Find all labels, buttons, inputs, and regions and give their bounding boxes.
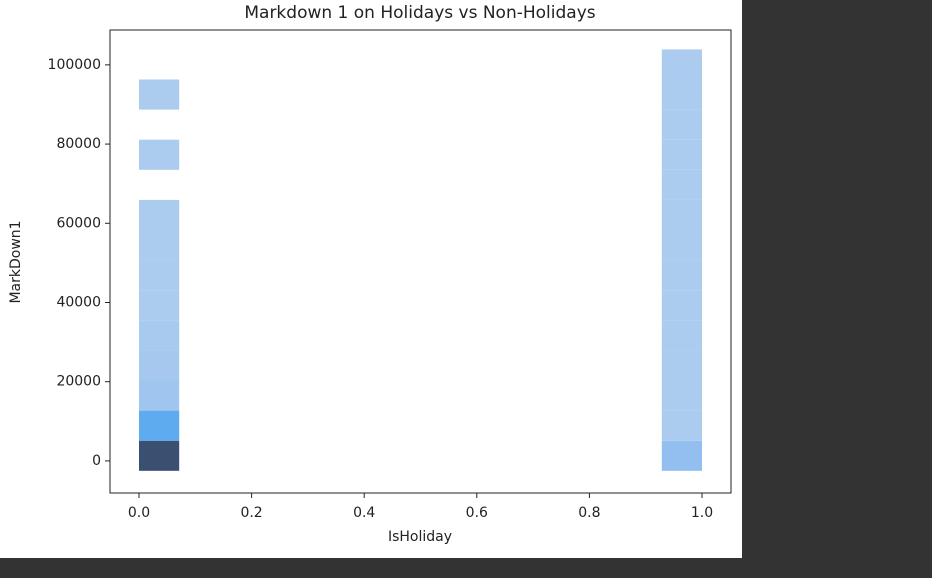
hist-cell [661,260,703,291]
hist-cell [138,380,180,411]
y-tick-label: 0 [92,453,101,469]
hist-cell [138,320,180,351]
hist-cell [138,79,180,110]
x-tick-label: 0.0 [128,505,150,521]
hist-cell [661,199,703,231]
chart-title: Markdown 1 on Holidays vs Non-Holidays [244,3,595,23]
x-tick-label: 0.6 [466,505,488,521]
hist-cell [661,230,703,261]
x-tick-label: 0.8 [578,505,600,521]
hist-cell [661,79,703,110]
x-tick-label: 1.0 [691,505,713,521]
hist-cell [661,320,703,351]
figure [0,0,742,558]
y-tick-label: 20000 [56,374,101,390]
y-tick-label: 80000 [56,136,101,152]
y-axis-label: MarkDown1 [8,220,24,303]
hist-cell [138,230,180,261]
hist-cell [138,139,180,170]
hist-cell [661,139,703,170]
y-tick-label: 100000 [48,57,101,73]
y-tick-label: 60000 [56,215,101,231]
hist-cell [138,199,180,231]
x-axis-label: IsHoliday [388,529,452,545]
hist-cell [138,440,180,471]
hist-cell [661,410,703,441]
hist-cell [661,380,703,411]
hist-cell [138,350,180,381]
hist-cell [138,290,180,321]
x-tick-label: 0.4 [353,505,375,521]
hist-cell [138,410,180,441]
hist-cell [661,109,703,140]
y-tick-label: 40000 [56,294,101,310]
hist-cell [661,49,703,80]
plot-area [138,49,703,471]
plot-frame [109,29,732,494]
hist-cell [661,290,703,321]
hist-cell [661,350,703,381]
x-tick-label: 0.2 [240,505,262,521]
hist-cell [661,440,703,471]
hist-cell [138,260,180,291]
hist-cell [661,169,703,200]
